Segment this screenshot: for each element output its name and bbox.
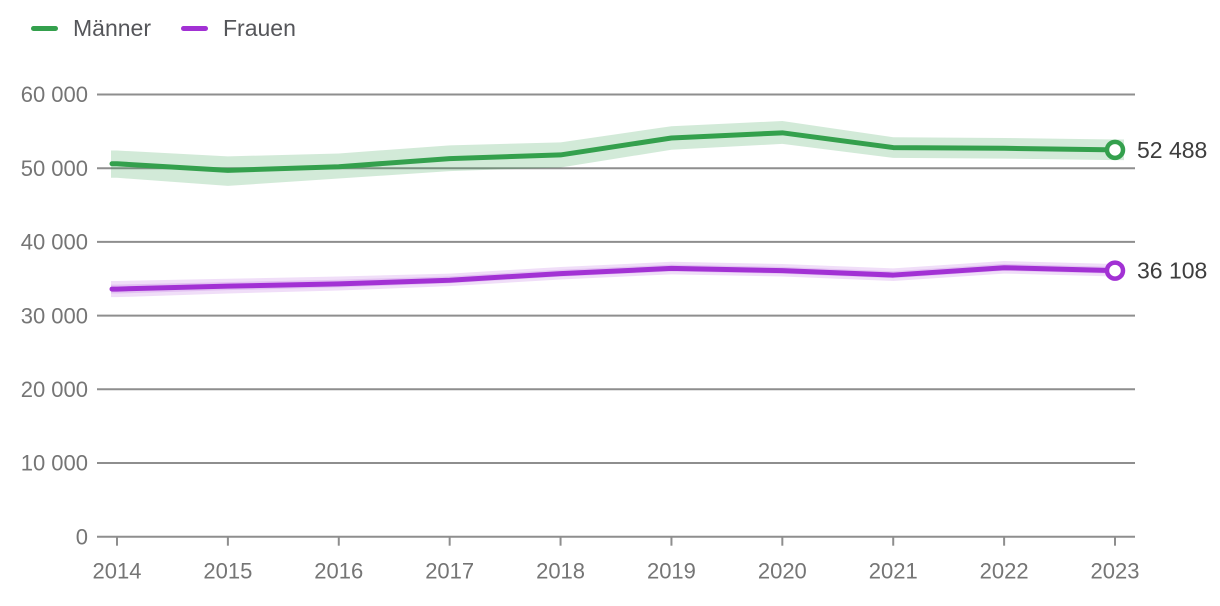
- confidence-band-maenner: [111, 121, 1124, 186]
- end-marker-frauen: [1104, 260, 1126, 281]
- series-line-frauen: [109, 265, 1118, 292]
- legend-item-frauen[interactable]: Frauen: [181, 17, 296, 40]
- x-axis-tick-label: 2016: [314, 559, 363, 584]
- end-value-label-maenner: 52 488: [1137, 137, 1207, 163]
- y-axis-tick-label: 10 000: [21, 451, 88, 476]
- legend-label-frauen: Frauen: [223, 15, 296, 41]
- x-axis-tick-label: 2021: [869, 559, 918, 584]
- x-axis-tick-label: 2014: [93, 559, 142, 584]
- x-axis-tick-label: 2015: [203, 559, 252, 584]
- legend-item-maenner[interactable]: Männer: [31, 17, 151, 40]
- end-value-label-frauen: 36 108: [1137, 258, 1207, 284]
- y-axis-tick-label: 40 000: [21, 230, 88, 255]
- y-axis-tick-label: 60 000: [21, 82, 88, 107]
- y-axis-tick-label: 20 000: [21, 377, 88, 402]
- confidence-band-frauen: [111, 261, 1124, 298]
- y-axis-tick-label: 30 000: [21, 303, 88, 328]
- x-axis-tick-label: 2018: [536, 559, 585, 584]
- x-axis-tick-label: 2020: [758, 559, 807, 584]
- legend-line-swatch-maenner: [31, 26, 58, 31]
- x-axis-tick-label: 2023: [1091, 559, 1140, 584]
- y-axis-tick-label: 0: [76, 524, 88, 549]
- x-axis-tick-label: 2019: [647, 559, 696, 584]
- x-axis-tick-label: 2022: [980, 559, 1029, 584]
- legend-line-swatch-frauen: [181, 26, 208, 31]
- end-marker-maenner: [1104, 139, 1126, 161]
- x-axis-tick-label: 2017: [425, 559, 474, 584]
- legend-label-maenner: Männer: [73, 15, 151, 41]
- legend: Männer Frauen: [0, 0, 1220, 52]
- series-line-maenner: [109, 130, 1118, 173]
- confidence-band-inner-frauen: [111, 263, 1124, 294]
- y-axis-tick-label: 50 000: [21, 156, 88, 181]
